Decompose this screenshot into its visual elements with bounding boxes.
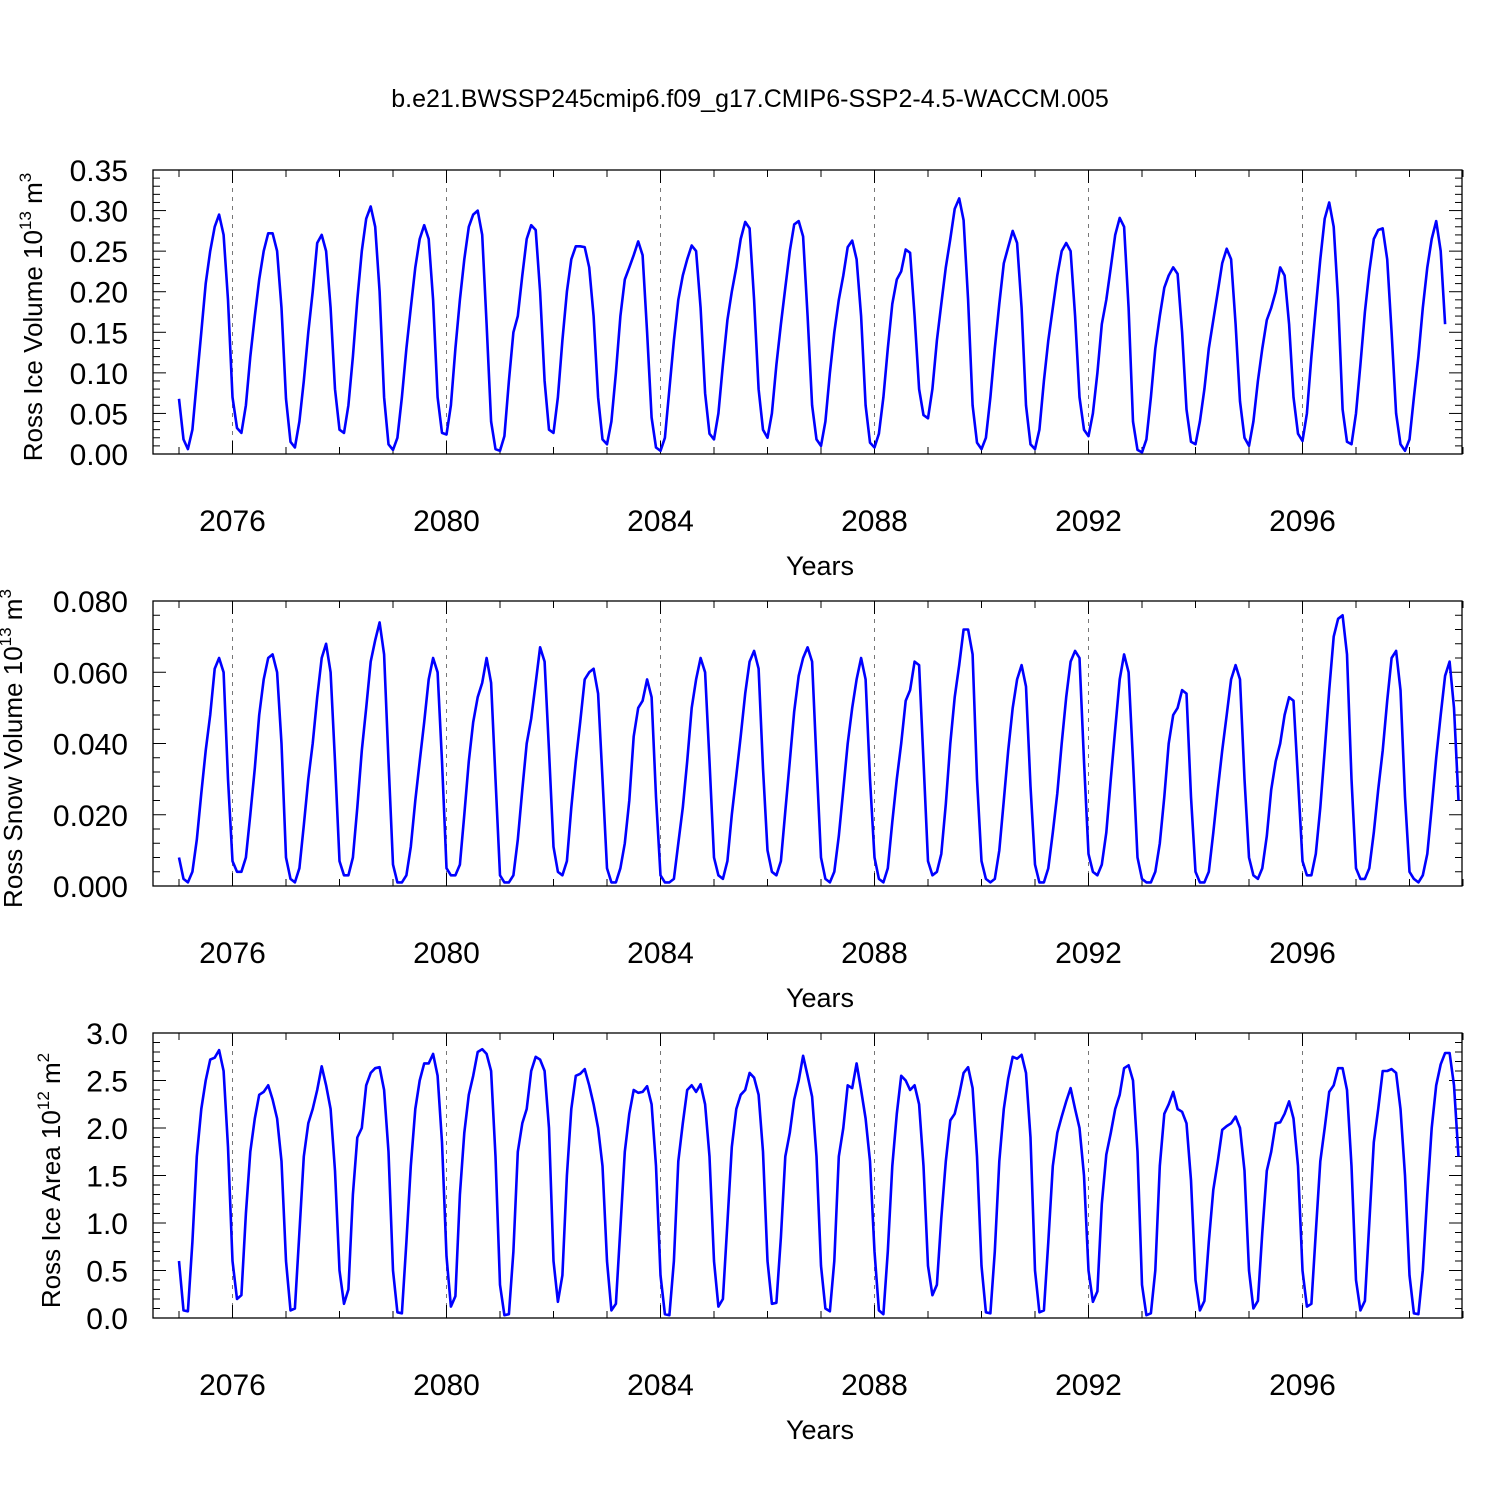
x-tick-label: 2084	[627, 505, 694, 538]
y-tick-label: 0.0	[86, 1303, 128, 1336]
y-axis-label: Ross Ice Area 1012 m2	[34, 1053, 66, 1308]
y-tick-label: 2.0	[86, 1113, 128, 1146]
y-tick-label: 0.020	[53, 800, 128, 833]
x-axis-label: Years	[786, 551, 854, 581]
y-tick-label: 0.15	[70, 317, 128, 350]
panel-snow-volume: 2076 2080 2084 2088 2092 2096 Years 0.000 0.020 0…	[0, 586, 1464, 1013]
x-tick-label: 2096	[1269, 505, 1336, 538]
y-axis-label-unit-exponent: 3	[0, 589, 15, 598]
x-tick-label: 2096	[1269, 1369, 1336, 1402]
y-tick-label: 0.000	[53, 871, 128, 904]
x-tick-label: 2088	[841, 1369, 908, 1402]
x-tick-label: 2084	[627, 1369, 694, 1402]
series-line	[177, 1047, 1460, 1317]
y-axis-label-exponent: 12	[34, 1091, 53, 1110]
y-axis-label: Ross Ice Volume 1013 m3	[16, 173, 48, 462]
y-tick-label: 0.00	[70, 439, 128, 472]
x-tick-label: 2080	[413, 937, 480, 970]
x-axis-label: Years	[786, 1415, 854, 1445]
x-tick-label: 2076	[199, 937, 266, 970]
y-axis-label-unit: m	[36, 1062, 66, 1091]
y-tick-label: 0.040	[53, 729, 128, 762]
x-tick-label: 2080	[413, 1369, 480, 1402]
x-tick-label: 2076	[199, 1369, 266, 1402]
x-axis-label: Years	[786, 983, 854, 1013]
y-axis-label: Ross Snow Volume 1013 m3	[0, 589, 28, 908]
y-axis-label-main: Ross Ice Area 10	[36, 1110, 66, 1308]
y-tick-label: 0.35	[70, 155, 128, 188]
x-tick-label: 2076	[199, 505, 266, 538]
x-tick-label: 2092	[1055, 505, 1122, 538]
y-tick-label: 3.0	[86, 1018, 128, 1051]
y-axis-label-unit: m	[0, 599, 28, 628]
x-tick-label: 2096	[1269, 937, 1336, 970]
y-tick-label: 0.5	[86, 1256, 128, 1289]
x-tick-label: 2084	[627, 937, 694, 970]
y-tick-label: 0.080	[53, 586, 128, 619]
series-line	[177, 613, 1460, 884]
figure-title: b.e21.BWSSP245cmip6.f09_g17.CMIP6-SSP2-4…	[391, 85, 1108, 113]
y-axis-label-exponent: 13	[16, 211, 35, 230]
plot-frame	[152, 169, 1463, 455]
y-tick-label: 0.30	[70, 196, 128, 229]
y-axis-label-unit-exponent: 3	[16, 173, 35, 182]
panel-ice-area: 2076 2080 2084 2088 2092 2096 Years 0.0 0.5 1.0 1.…	[34, 1018, 1464, 1445]
x-tick-label: 2088	[841, 937, 908, 970]
y-tick-label: 0.060	[53, 657, 128, 690]
y-tick-label: 0.25	[70, 236, 128, 269]
y-tick-label: 1.5	[86, 1161, 128, 1194]
y-axis-label-main: Ross Snow Volume 10	[0, 646, 28, 908]
panel-ice-volume: 2076 2080 2084 2088 2092 2096 Years 0.00 0.05 0.1…	[16, 155, 1464, 581]
series-line	[177, 197, 1447, 454]
x-tick-label: 2092	[1055, 1369, 1122, 1402]
y-tick-label: 0.05	[70, 398, 128, 431]
y-tick-label: 1.0	[86, 1208, 128, 1241]
y-tick-label: 0.10	[70, 358, 128, 391]
y-tick-label: 2.5	[86, 1066, 128, 1099]
x-tick-label: 2092	[1055, 937, 1122, 970]
y-axis-label-unit: m	[18, 182, 48, 211]
y-axis-label-unit-exponent: 2	[34, 1053, 53, 1062]
y-axis-label-exponent: 13	[0, 627, 15, 646]
x-tick-label: 2088	[841, 505, 908, 538]
y-axis-label-main: Ross Ice Volume 10	[18, 230, 48, 461]
y-tick-label: 0.20	[70, 277, 128, 310]
x-tick-label: 2080	[413, 505, 480, 538]
